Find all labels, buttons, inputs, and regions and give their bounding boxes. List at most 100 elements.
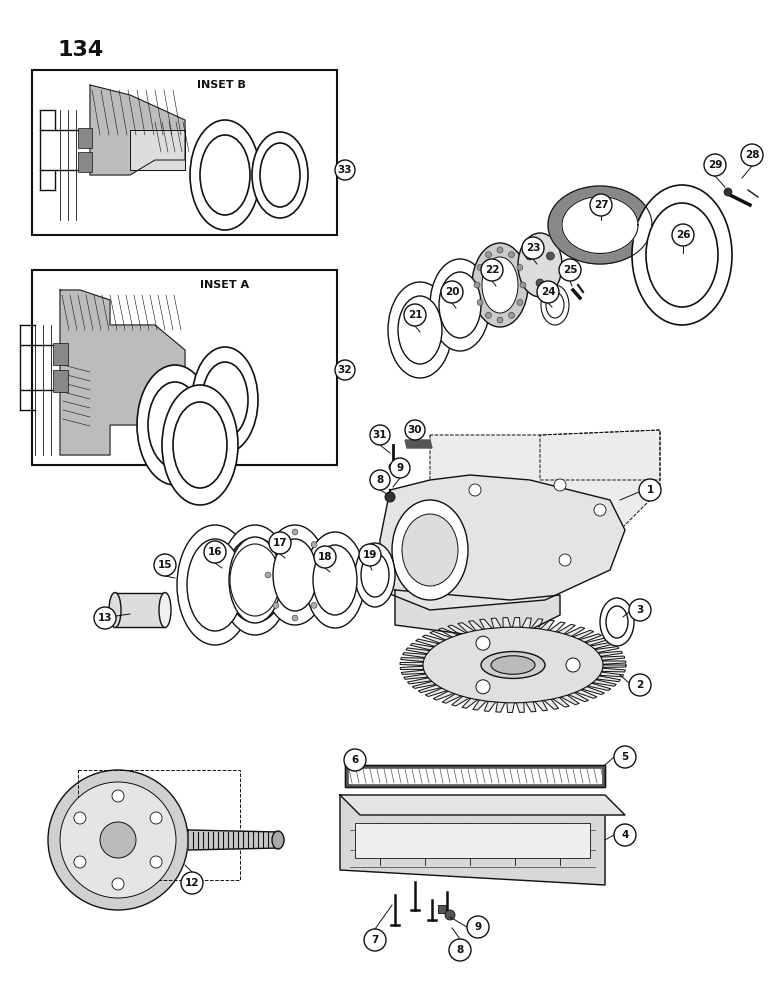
- Circle shape: [292, 529, 298, 535]
- Ellipse shape: [173, 402, 227, 488]
- Text: INSET B: INSET B: [197, 80, 246, 90]
- Circle shape: [112, 878, 124, 890]
- Text: 18: 18: [317, 552, 332, 562]
- Circle shape: [485, 312, 491, 318]
- Circle shape: [390, 458, 410, 478]
- Circle shape: [614, 824, 636, 846]
- Ellipse shape: [398, 296, 442, 364]
- Circle shape: [445, 910, 455, 920]
- Circle shape: [48, 770, 188, 910]
- Circle shape: [476, 680, 490, 694]
- Circle shape: [154, 554, 176, 576]
- Circle shape: [522, 237, 544, 259]
- Circle shape: [639, 479, 661, 501]
- Text: 27: 27: [594, 200, 608, 210]
- Circle shape: [537, 281, 559, 303]
- Circle shape: [517, 300, 523, 306]
- Polygon shape: [395, 590, 560, 640]
- Circle shape: [441, 281, 463, 303]
- Text: 30: 30: [408, 425, 422, 435]
- Circle shape: [724, 188, 732, 196]
- Circle shape: [269, 532, 291, 554]
- Bar: [438, 905, 446, 913]
- Ellipse shape: [482, 257, 518, 313]
- Circle shape: [74, 812, 86, 824]
- Ellipse shape: [402, 514, 458, 586]
- Ellipse shape: [392, 500, 468, 600]
- Text: 31: 31: [373, 430, 387, 440]
- Circle shape: [476, 636, 490, 650]
- Ellipse shape: [361, 553, 389, 597]
- Ellipse shape: [229, 537, 281, 623]
- Circle shape: [370, 425, 390, 445]
- Text: 8: 8: [377, 475, 384, 485]
- Ellipse shape: [137, 365, 213, 485]
- Circle shape: [273, 542, 279, 548]
- Ellipse shape: [313, 545, 357, 615]
- Ellipse shape: [388, 282, 452, 378]
- Circle shape: [481, 259, 503, 281]
- Text: 33: 33: [338, 165, 353, 175]
- Ellipse shape: [162, 385, 238, 505]
- Text: 19: 19: [363, 550, 378, 560]
- Bar: [78, 152, 92, 172]
- Circle shape: [497, 247, 503, 253]
- Circle shape: [559, 259, 581, 281]
- Circle shape: [497, 317, 503, 323]
- Circle shape: [385, 492, 395, 502]
- Ellipse shape: [481, 652, 545, 678]
- Text: 134: 134: [58, 40, 105, 60]
- Text: 23: 23: [526, 243, 541, 253]
- Text: 4: 4: [622, 830, 629, 840]
- Ellipse shape: [305, 532, 365, 628]
- Ellipse shape: [546, 292, 564, 318]
- Circle shape: [181, 872, 203, 894]
- Ellipse shape: [192, 347, 258, 453]
- Polygon shape: [548, 186, 652, 264]
- Circle shape: [672, 224, 694, 246]
- Bar: [53, 370, 68, 392]
- Circle shape: [509, 252, 515, 258]
- Text: 25: 25: [562, 265, 577, 275]
- Circle shape: [526, 252, 534, 260]
- Bar: [355, 823, 590, 858]
- Ellipse shape: [225, 538, 285, 622]
- Circle shape: [469, 484, 481, 496]
- Text: 32: 32: [338, 365, 353, 375]
- Circle shape: [536, 279, 544, 287]
- Text: 9: 9: [396, 463, 403, 473]
- Circle shape: [273, 602, 279, 608]
- Circle shape: [311, 542, 317, 548]
- Ellipse shape: [430, 259, 490, 351]
- Circle shape: [74, 856, 86, 868]
- Polygon shape: [188, 830, 278, 850]
- Ellipse shape: [606, 606, 628, 638]
- Polygon shape: [340, 795, 605, 885]
- Text: 8: 8: [456, 945, 463, 955]
- Text: 6: 6: [351, 755, 359, 765]
- Circle shape: [477, 300, 483, 306]
- Circle shape: [517, 264, 523, 270]
- Text: 7: 7: [371, 935, 378, 945]
- Ellipse shape: [541, 285, 569, 325]
- Ellipse shape: [491, 656, 535, 674]
- Ellipse shape: [109, 592, 121, 628]
- Circle shape: [370, 470, 390, 490]
- Ellipse shape: [423, 627, 603, 703]
- Ellipse shape: [260, 143, 300, 207]
- Circle shape: [554, 479, 566, 491]
- Circle shape: [629, 674, 651, 696]
- Ellipse shape: [472, 243, 528, 327]
- Circle shape: [359, 544, 381, 566]
- Text: 5: 5: [622, 752, 629, 762]
- Bar: [53, 343, 68, 365]
- Text: 15: 15: [158, 560, 172, 570]
- Text: 16: 16: [207, 547, 222, 557]
- Circle shape: [594, 504, 606, 516]
- Ellipse shape: [252, 132, 308, 218]
- Ellipse shape: [263, 525, 327, 625]
- Circle shape: [60, 782, 176, 898]
- Circle shape: [629, 599, 651, 621]
- Ellipse shape: [230, 544, 280, 616]
- Ellipse shape: [439, 272, 481, 338]
